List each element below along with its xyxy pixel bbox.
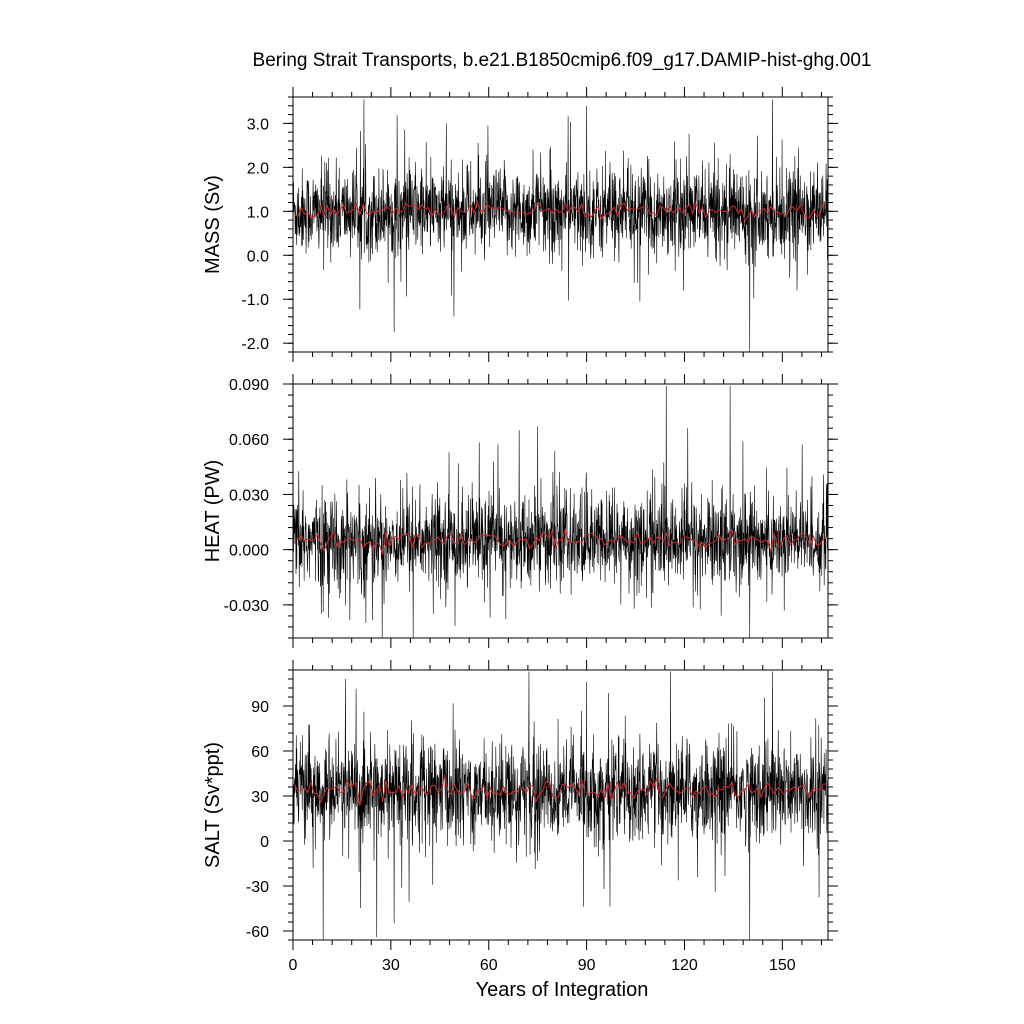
x-tick-label: 60 — [480, 957, 498, 974]
panel-heat: -0.030 0.000 0.030 0.060 0.090 HEAT (PW) — [202, 374, 838, 648]
mass-ytick-label: -1.0 — [241, 292, 269, 309]
heat-ytick-label: 0.030 — [229, 487, 269, 504]
heat-monthly-series-line — [293, 385, 828, 638]
mass-ytick-label: 2.0 — [247, 160, 269, 177]
salt-ytick-label: 30 — [251, 789, 269, 806]
mass-annual-series-line — [294, 199, 827, 223]
mass-plot-frame — [292, 96, 829, 353]
heat-annual-series-line — [294, 526, 827, 556]
panel-salt: -60 -30 0 30 60 90 SALT (Sv*ppt) 0 30 60 90 120 150 — [202, 660, 838, 974]
x-tick-label: 150 — [769, 957, 796, 974]
salt-ytick-label: -30 — [246, 879, 269, 896]
heat-plot-frame — [292, 383, 829, 639]
x-tick-label: 0 — [289, 957, 298, 974]
mass-ytick-label: 3.0 — [247, 116, 269, 133]
heat-ytick-label: -0.030 — [224, 598, 269, 615]
salt-monthly-series-line — [293, 671, 828, 940]
panel-mass: -2.0 -1.0 0.0 1.0 2.0 3.0 MASS (Sv) — [202, 87, 838, 362]
salt-ytick-label: 60 — [251, 744, 269, 761]
salt-y-axis-label: SALT (Sv*ppt) — [202, 742, 224, 868]
chart-title: Bering Strait Transports, b.e21.B1850cmi… — [253, 50, 872, 71]
mass-ytick-label: 0.0 — [247, 248, 269, 265]
heat-ytick-label: 0.060 — [229, 432, 269, 449]
salt-annual-series-line — [294, 776, 827, 806]
x-axis-label: Years of Integration — [476, 979, 649, 1001]
mass-ytick-label: -2.0 — [241, 336, 269, 353]
panels: -2.0 -1.0 0.0 1.0 2.0 3.0 MASS (Sv) -0.030 0.000… — [202, 87, 838, 974]
heat-ytick-label: 0.090 — [229, 377, 269, 394]
mass-ytick-label: 1.0 — [247, 204, 269, 221]
mass-monthly-series-line — [293, 99, 828, 352]
x-tick-label: 90 — [578, 957, 596, 974]
heat-ytick-label: 0.000 — [229, 543, 269, 560]
salt-plot-frame — [292, 669, 829, 941]
x-tick-label: 30 — [382, 957, 400, 974]
heat-y-axis-label: HEAT (PW) — [202, 460, 224, 563]
mass-y-axis-label: MASS (Sv) — [202, 175, 224, 274]
x-tick-label: 120 — [671, 957, 698, 974]
salt-ytick-label: 90 — [251, 699, 269, 716]
salt-ytick-label: 0 — [260, 834, 269, 851]
salt-ytick-label: -60 — [246, 924, 269, 941]
